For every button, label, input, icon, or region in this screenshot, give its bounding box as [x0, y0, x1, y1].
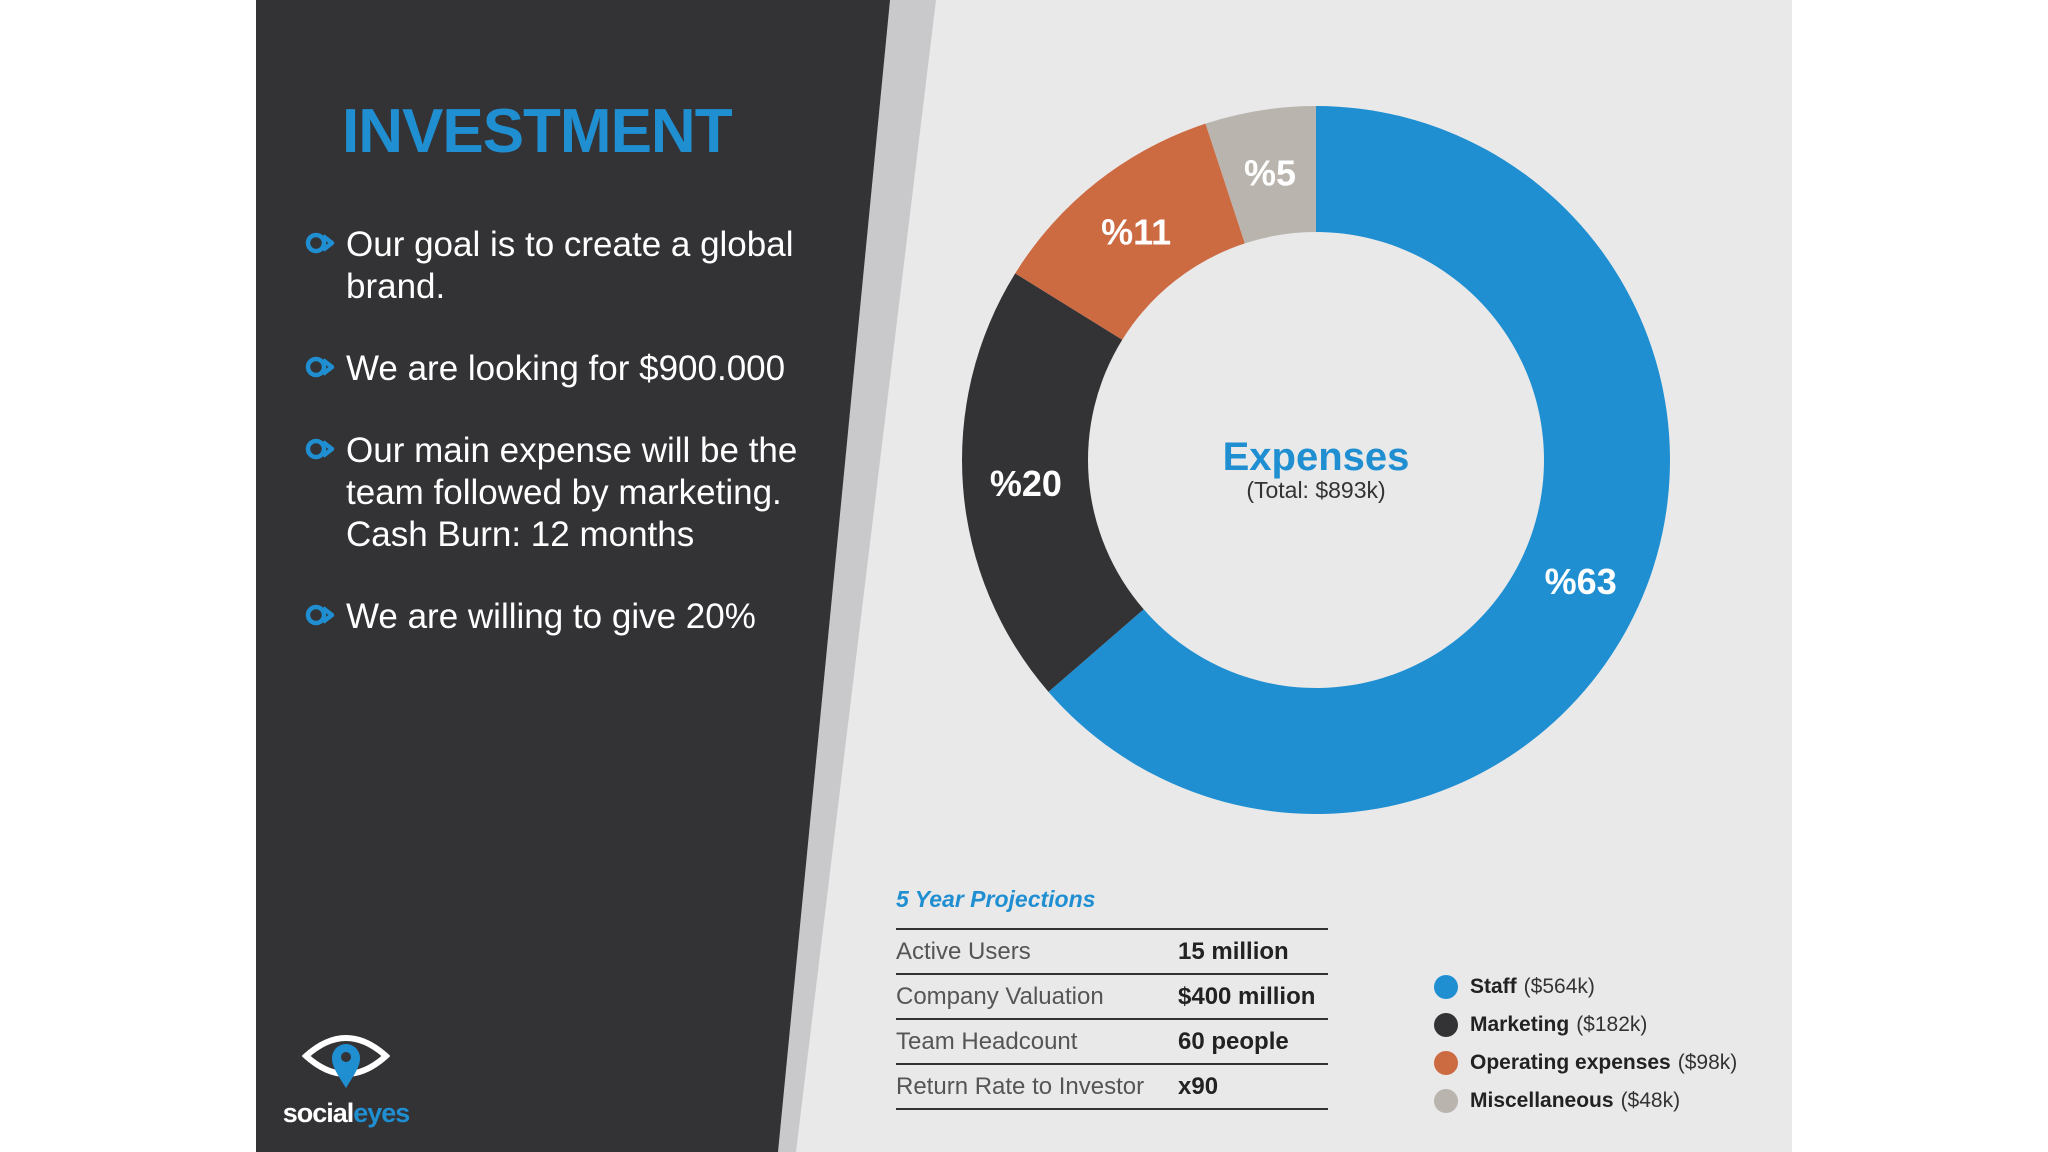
- legend-amount: ($98k): [1677, 1051, 1738, 1074]
- projection-value: 15 million: [1178, 937, 1289, 965]
- legend-item: Operating expenses ($98k): [1434, 1044, 1737, 1082]
- slice-label-3: %5: [1244, 153, 1296, 194]
- chevron-bullet-icon: [305, 232, 335, 254]
- chevron-bullet-icon: [305, 438, 335, 460]
- slice-label-1: %20: [990, 463, 1062, 504]
- legend-item: Miscellaneous ($48k): [1434, 1082, 1737, 1120]
- legend-swatch: [1434, 1013, 1458, 1037]
- projection-value: $400 million: [1178, 982, 1316, 1010]
- projection-value: 60 people: [1178, 1027, 1289, 1055]
- slice-label-2: %11: [1101, 211, 1171, 252]
- bullet-text: We are willing to give 20%: [346, 597, 756, 636]
- projection-value: x90: [1178, 1072, 1219, 1100]
- chevron-bullet-icon: [305, 356, 335, 378]
- legend-name: Operating expenses: [1470, 1051, 1671, 1074]
- legend-name: Staff: [1470, 975, 1517, 998]
- legend-amount: ($564k): [1523, 975, 1595, 998]
- bullet-text: Our goal is to create a global brand.: [346, 225, 794, 306]
- projections-title: 5 Year Projections: [896, 886, 1096, 912]
- table-row: Team Headcount 60 people: [896, 1019, 1328, 1064]
- projection-label: Company Valuation: [896, 982, 1104, 1010]
- donut-slice-2: [1015, 123, 1245, 340]
- projection-label: Team Headcount: [896, 1027, 1078, 1055]
- logo-wordmark: socialeyes: [276, 1098, 416, 1129]
- bullet-extra-text: Cash Burn: 12 months: [346, 515, 695, 554]
- legend-amount: ($182k): [1576, 1013, 1648, 1036]
- bullet-text: Our main expense will be the team follow…: [346, 431, 798, 512]
- donut-slice-1: [962, 273, 1144, 692]
- bullet-item: Our main expense will be the team follow…: [304, 430, 864, 556]
- chevron-bullet-icon: [305, 604, 335, 626]
- chart-center-title: Expenses: [1223, 435, 1410, 479]
- legend-swatch: [1434, 1089, 1458, 1113]
- table-row: Return Rate to Investor x90: [896, 1064, 1328, 1109]
- donut-slice-3: [1205, 106, 1316, 244]
- projection-label: Return Rate to Investor: [896, 1072, 1145, 1100]
- socialeyes-logo: socialeyes: [276, 1026, 416, 1136]
- bullet-item: We are willing to give 20%: [304, 596, 864, 638]
- legend-name: Miscellaneous: [1470, 1089, 1614, 1112]
- chart-center-subtitle: (Total: $893k): [1246, 477, 1385, 503]
- legend-swatch: [1434, 1051, 1458, 1075]
- expenses-donut-chart: %63 %20 %11 %5 Expenses (Total: $893k): [962, 106, 1670, 814]
- table-row: Company Valuation $400 million: [896, 974, 1328, 1019]
- bullet-item: Our goal is to create a global brand.: [304, 224, 864, 308]
- logo-text-social: social: [282, 1098, 355, 1128]
- investment-slide: INVESTMENT Our goal is to create a globa…: [256, 0, 1792, 1152]
- bullet-list: Our goal is to create a global brand. We…: [304, 224, 864, 678]
- eye-pin-icon: [302, 1035, 390, 1088]
- legend-name: Marketing: [1470, 1013, 1570, 1036]
- bullet-item: We are looking for $900.000: [304, 348, 864, 390]
- donut-slice-labels: %63 %20 %11 %5: [990, 153, 1617, 602]
- table-row: Active Users 15 million: [896, 929, 1328, 974]
- slice-label-0: %63: [1545, 561, 1617, 602]
- bullet-text: We are looking for $900.000: [346, 349, 786, 388]
- projections-table: Active Users 15 million Company Valuatio…: [896, 928, 1328, 1110]
- donut-slices: [962, 106, 1670, 814]
- legend-swatch: [1434, 975, 1458, 999]
- legend-amount: ($48k): [1620, 1089, 1681, 1112]
- donut-slice-0: [1048, 106, 1670, 814]
- projection-label: Active Users: [896, 937, 1031, 965]
- chart-legend: Staff ($564k) Marketing ($182k) Operatin…: [1434, 968, 1737, 1120]
- legend-item: Staff ($564k): [1434, 968, 1737, 1006]
- dark-panel: [256, 0, 890, 1152]
- slide-title: INVESTMENT: [342, 97, 733, 166]
- logo-text-eyes: eyes: [353, 1098, 410, 1128]
- legend-item: Marketing ($182k): [1434, 1006, 1737, 1044]
